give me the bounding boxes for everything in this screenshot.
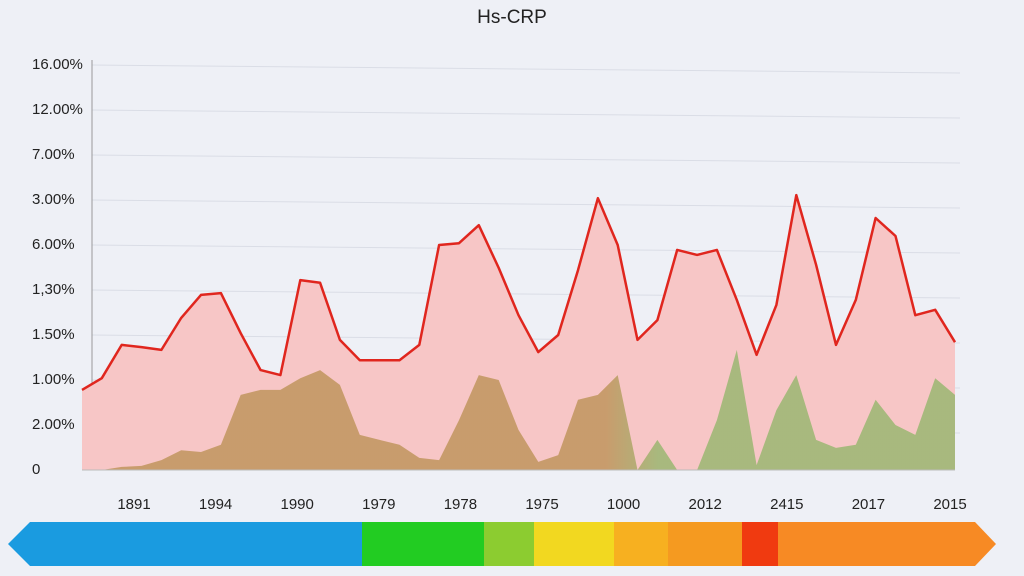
grid-line [91,109,961,119]
bar-segment [8,522,362,566]
x-tick-label: 1979 [362,496,395,513]
x-tick-label: 1990 [281,496,314,513]
y-tick-label: 1,30% [32,281,75,298]
x-tick-label: 2415 [770,496,803,513]
y-tick-label: 12.00% [32,101,83,118]
grid-line [91,199,961,209]
area [82,349,955,470]
bar-segment [362,522,484,566]
grid-line [91,64,961,74]
chart-title: Hs-CRP [477,7,547,28]
x-tick-label: 2012 [689,496,722,513]
x-tick-label: 1978 [444,496,477,513]
y-tick-label: 1.00% [32,371,75,388]
y-tick-label: 3.00% [32,191,75,208]
x-tick-label: 1000 [607,496,640,513]
bar-segment [484,522,534,566]
x-tick-label: 1975 [525,496,558,513]
bar-segment [742,522,778,566]
x-tick-label: 2015 [933,496,966,513]
grid-line [91,244,961,254]
y-tick-label: 6.00% [32,236,75,253]
bar-segment [614,522,668,566]
area [82,195,955,470]
y-tick-label: 2.00% [32,416,75,433]
y-tick-label: 1.50% [32,326,75,343]
y-tick-label: 16.00% [32,56,83,73]
bar-segment [534,522,614,566]
y-tick-label: 0 [32,461,40,478]
line [81,193,957,391]
bar-segment [778,522,996,566]
bar-segment [668,522,742,566]
color-bar [8,522,996,566]
x-tick-label: 1994 [199,496,232,513]
y-tick-label: 7.00% [32,146,75,163]
x-tick-label: 2017 [852,496,885,513]
x-tick-label: 1891 [117,496,150,513]
grid-line [91,154,961,164]
